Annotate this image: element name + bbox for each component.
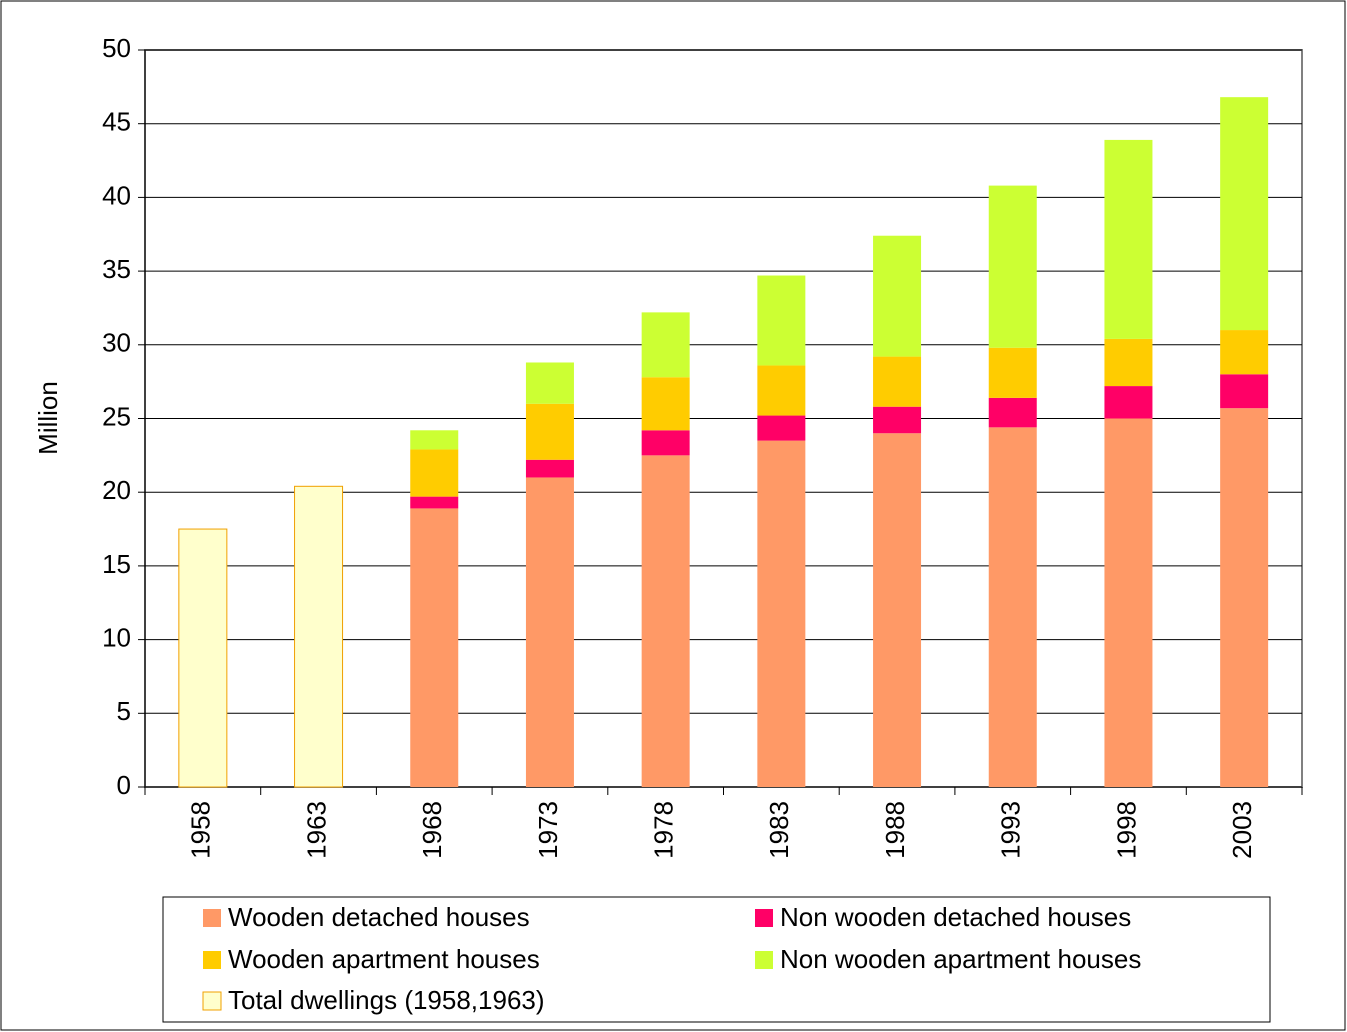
bar — [525, 477, 574, 787]
x-tick-label: 1978 — [649, 801, 679, 859]
bar — [525, 403, 574, 460]
legend-label: Wooden apartment houses — [228, 944, 540, 974]
legend-swatch — [755, 909, 773, 927]
bar — [641, 430, 690, 456]
x-tick-label: 1958 — [186, 801, 216, 859]
bar — [641, 455, 690, 787]
legend-label: Wooden detached houses — [228, 902, 530, 932]
x-tick-label: 1973 — [533, 801, 563, 859]
bar — [525, 459, 574, 478]
bar — [641, 377, 690, 431]
bar — [988, 397, 1037, 428]
bar — [757, 415, 806, 441]
y-tick-label: 10 — [102, 622, 131, 652]
x-tick-label: 2003 — [1227, 801, 1257, 859]
x-tick-label: 1963 — [301, 801, 331, 859]
x-tick-label: 1983 — [764, 801, 794, 859]
y-tick-label: 40 — [102, 180, 131, 210]
y-tick-label: 0 — [117, 770, 131, 800]
x-tick-label: 1968 — [417, 801, 447, 859]
bar — [1104, 418, 1153, 787]
y-axis-title: Million — [33, 381, 63, 455]
bar — [1220, 374, 1269, 409]
y-tick-label: 30 — [102, 328, 131, 358]
bar — [1220, 97, 1269, 331]
x-tick-label: 1993 — [996, 801, 1026, 859]
bar — [988, 427, 1037, 787]
bar — [1104, 139, 1153, 339]
bar — [757, 440, 806, 787]
bar — [757, 275, 806, 366]
bar — [757, 365, 806, 416]
y-tick-label: 15 — [102, 549, 131, 579]
bar — [988, 347, 1037, 398]
y-tick-label: 25 — [102, 401, 131, 431]
bar — [294, 485, 344, 788]
y-tick-label: 50 — [102, 33, 131, 63]
legend-swatch — [755, 951, 773, 969]
legend-swatch — [202, 991, 222, 1011]
bar — [410, 496, 459, 509]
bar — [873, 356, 922, 407]
bar — [873, 433, 922, 787]
legend-label: Total dwellings (1958,1963) — [228, 985, 545, 1015]
y-tick-label: 35 — [102, 254, 131, 284]
x-tick-label: 1988 — [880, 801, 910, 859]
legend-swatch — [203, 909, 221, 927]
bar — [525, 362, 574, 404]
bar — [1220, 330, 1269, 375]
bar — [410, 430, 459, 450]
bar — [873, 406, 922, 434]
legend-box — [162, 896, 1271, 1023]
bar — [641, 312, 690, 378]
bar — [988, 185, 1037, 348]
bar — [873, 235, 922, 357]
y-tick-label: 45 — [102, 107, 131, 137]
x-tick-label: 1998 — [1111, 801, 1141, 859]
bar — [1104, 338, 1153, 387]
bar — [410, 449, 459, 497]
legend-label: Non wooden detached houses — [780, 902, 1131, 932]
legend-label: Non wooden apartment houses — [780, 944, 1141, 974]
bar — [178, 528, 228, 788]
legend-swatch — [203, 951, 221, 969]
y-tick-label: 20 — [102, 475, 131, 505]
bar — [410, 508, 459, 787]
bar — [1220, 408, 1269, 787]
y-tick-label: 5 — [117, 696, 131, 726]
bar — [1104, 386, 1153, 419]
